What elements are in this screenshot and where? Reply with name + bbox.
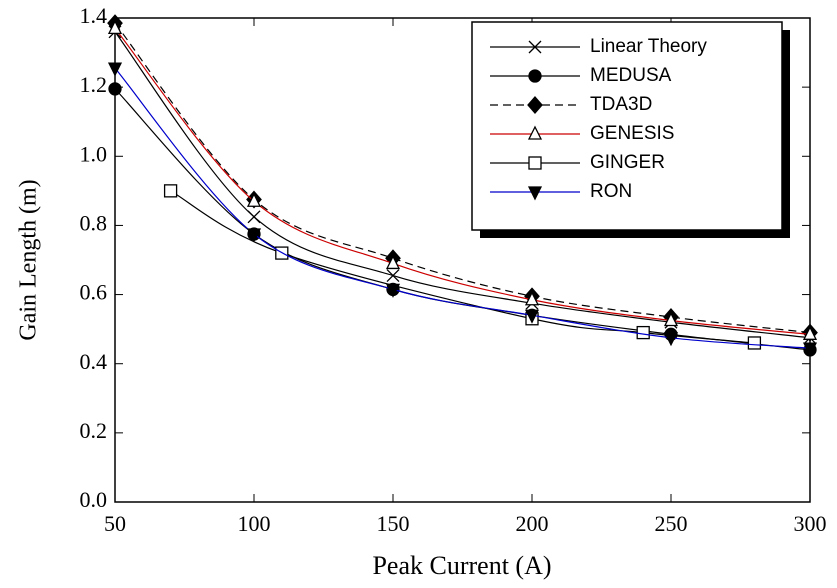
marker xyxy=(524,291,540,306)
marker xyxy=(386,269,400,283)
y-axis-label: Gain Length (m) xyxy=(16,179,42,340)
marker xyxy=(385,283,401,298)
y-tick-label: 0.8 xyxy=(80,210,108,235)
marker xyxy=(108,82,122,96)
marker xyxy=(636,325,650,340)
legend-marker xyxy=(528,40,542,54)
legend-label: TDA3D xyxy=(590,94,652,115)
series-line xyxy=(114,31,811,339)
legend-marker xyxy=(528,156,542,170)
legend-marker xyxy=(527,186,543,201)
marker xyxy=(663,332,679,347)
x-tick-label: 300 xyxy=(794,511,827,536)
marker xyxy=(246,192,262,207)
series-line xyxy=(114,27,811,335)
x-tick-label: 50 xyxy=(104,511,126,536)
marker xyxy=(802,325,818,340)
y-tick-label: 1.4 xyxy=(80,3,108,28)
x-tick-label: 150 xyxy=(377,511,410,536)
y-tick-label: 0.2 xyxy=(80,418,108,443)
legend-label: Linear Theory xyxy=(590,36,707,57)
plot-frame xyxy=(114,17,811,503)
marker xyxy=(247,210,261,224)
x-axis-label: Peak Current (A) xyxy=(372,551,551,580)
series-line xyxy=(114,67,811,349)
marker xyxy=(663,312,679,327)
x-tick-label: 200 xyxy=(516,511,549,536)
legend-marker xyxy=(527,96,543,114)
legend-label: GENESIS xyxy=(590,123,674,144)
legend-label: GINGER xyxy=(590,152,665,173)
legend-marker xyxy=(527,125,543,140)
marker xyxy=(747,336,762,350)
marker xyxy=(163,184,178,198)
x-tick-label: 100 xyxy=(238,511,271,536)
y-tick-label: 1.2 xyxy=(80,72,108,97)
legend-label: MEDUSA xyxy=(590,65,672,86)
marker xyxy=(107,19,123,35)
marker xyxy=(385,255,401,270)
marker xyxy=(524,309,540,324)
legend-label: RON xyxy=(590,181,632,202)
y-tick-label: 0.6 xyxy=(80,280,108,305)
marker xyxy=(246,228,262,243)
legend-marker xyxy=(528,69,542,83)
legend xyxy=(471,21,783,231)
x-tick-label: 250 xyxy=(655,511,688,536)
marker xyxy=(802,342,818,357)
y-tick-label: 1.0 xyxy=(80,141,108,166)
y-tick-label: 0.4 xyxy=(80,349,108,374)
y-tick-label: 0.0 xyxy=(80,487,108,512)
marker xyxy=(107,62,123,77)
